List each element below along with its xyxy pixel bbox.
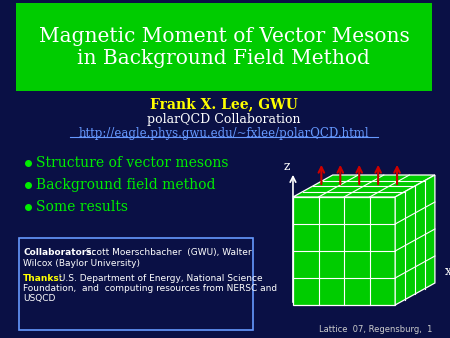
Text: z: z	[284, 160, 290, 173]
Polygon shape	[293, 197, 395, 305]
Text: Background field method: Background field method	[36, 178, 215, 192]
Polygon shape	[395, 175, 435, 305]
Text: Wilcox (Baylor University): Wilcox (Baylor University)	[23, 259, 140, 268]
Text: USQCD: USQCD	[23, 294, 56, 303]
Text: Lattice  07, Regensburg,  1: Lattice 07, Regensburg, 1	[319, 325, 432, 334]
Text: polarQCD Collaboration: polarQCD Collaboration	[147, 113, 301, 125]
Text: Collaborators:: Collaborators:	[23, 248, 95, 257]
Text: Magnetic Moment of Vector Mesons
in Background Field Method: Magnetic Moment of Vector Mesons in Back…	[39, 26, 410, 68]
Text: Foundation,  and  computing resources from NERSC and: Foundation, and computing resources from…	[23, 284, 278, 293]
Text: http://eagle.phys.gwu.edu/~fxlee/polarQCD.html: http://eagle.phys.gwu.edu/~fxlee/polarQC…	[79, 126, 369, 140]
Text: Frank X. Lee, GWU: Frank X. Lee, GWU	[150, 97, 298, 111]
FancyBboxPatch shape	[16, 3, 432, 91]
Text: x: x	[444, 265, 450, 278]
Text: Some results: Some results	[36, 200, 128, 214]
FancyBboxPatch shape	[18, 238, 253, 330]
Text: Scott Moerschbacher  (GWU), Walter: Scott Moerschbacher (GWU), Walter	[80, 248, 252, 257]
Text: U.S. Department of Energy, National Science: U.S. Department of Energy, National Scie…	[56, 274, 263, 283]
Polygon shape	[293, 175, 435, 197]
Text: Structure of vector mesons: Structure of vector mesons	[36, 156, 228, 170]
Text: Thanks:: Thanks:	[23, 274, 64, 283]
